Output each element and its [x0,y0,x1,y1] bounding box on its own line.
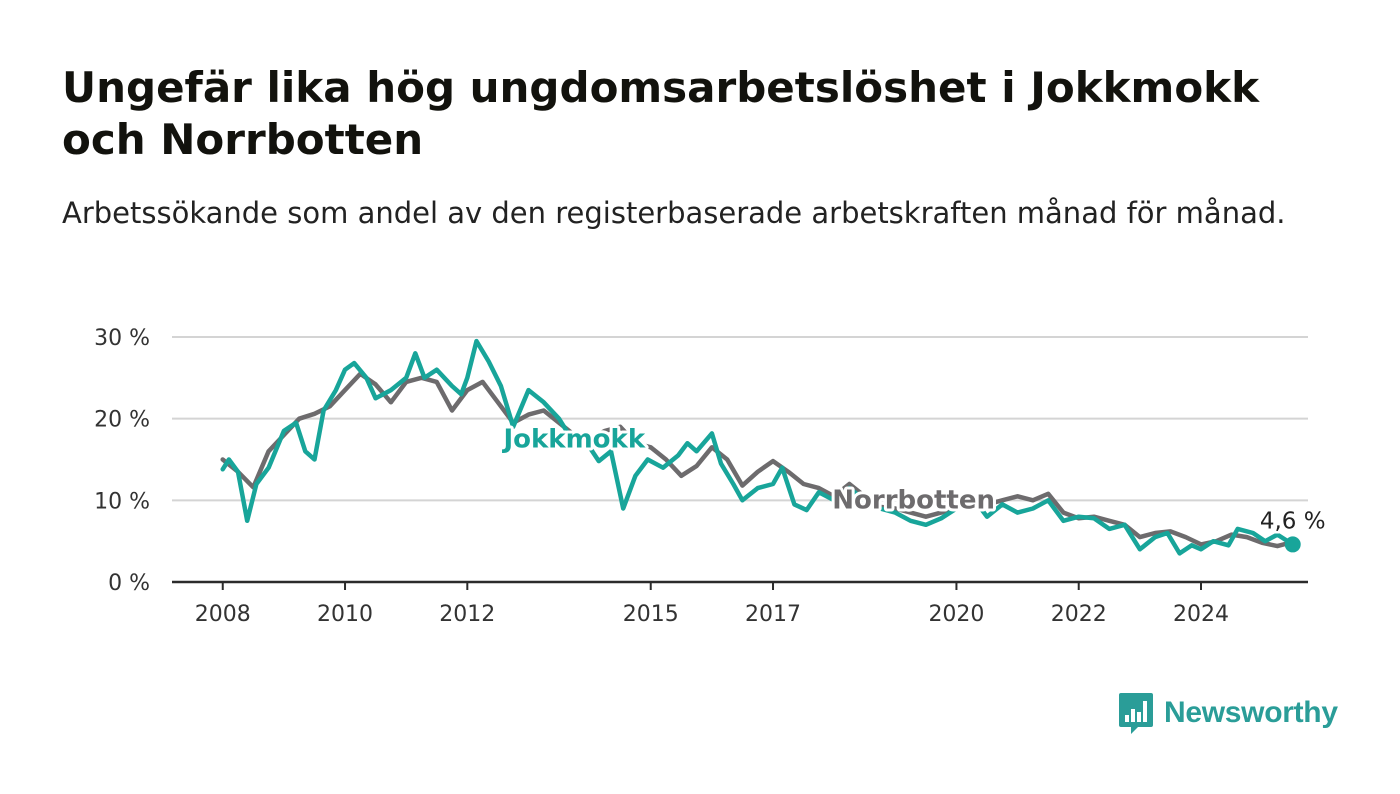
series-label-jokkmokk: Jokkmokk [501,424,645,454]
newsworthy-logo: Newsworthy [1118,690,1338,736]
x-tick-label: 2017 [745,602,801,627]
chart-title: Ungefär lika hög ungdomsarbetslöshet i J… [62,63,1260,164]
y-tick-label: 20 % [94,408,150,433]
end-point-marker [1284,536,1301,553]
y-tick-label: 0 % [108,571,150,596]
series-label-norrbotten: Norrbotten [832,486,995,516]
series-labels: Norrbotten Jokkmokk 4,6 % [498,421,1328,553]
series-line-jokkmokk [220,338,1295,556]
bar-chart-icon [1119,693,1153,734]
x-tick-label: 2015 [623,602,679,627]
end-value-label: 4,6 % [1260,508,1326,534]
line-chart: 0 % 10 % 20 % 30 % 2008 2010 2012 2015 2017 2020… [94,326,1328,627]
y-tick-label: 30 % [94,326,150,351]
brand-name: Newsworthy [1164,696,1338,729]
x-tick-label: 2020 [928,602,984,627]
x-tick-label: 2024 [1173,602,1229,627]
x-axis-ticks: 2008 2010 2012 2015 2017 2020 2022 2024 [195,582,1229,627]
y-tick-label: 10 % [94,489,150,514]
series-line-norrbotten [220,371,1295,549]
x-tick-label: 2008 [195,602,251,627]
x-tick-label: 2022 [1051,602,1107,627]
gridlines [172,336,1308,584]
y-axis-ticks: 0 % 10 % 20 % 30 % [94,326,150,596]
x-tick-label: 2012 [439,602,495,627]
x-tick-label: 2010 [317,602,373,627]
chart-subtitle: Arbetssökande som andel av den registerb… [62,196,1286,230]
series-lines [220,338,1295,556]
